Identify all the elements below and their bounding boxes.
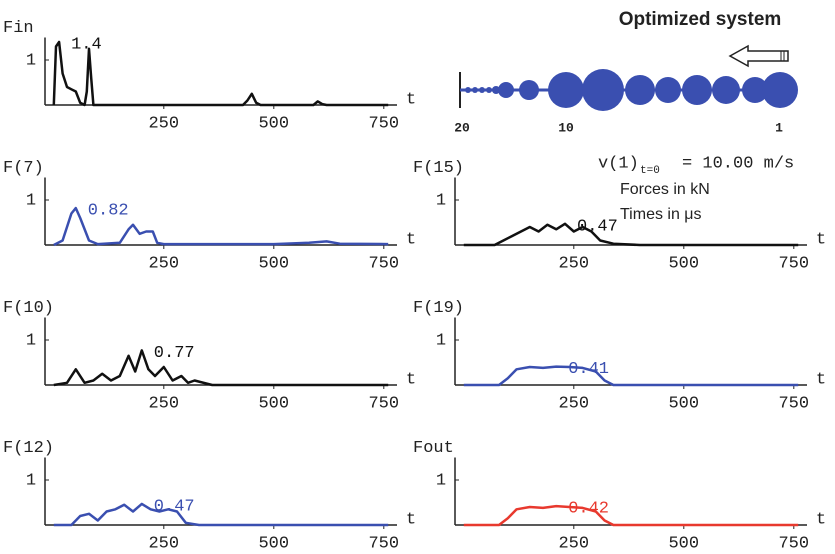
peak-annotation: 0.47 <box>577 217 618 236</box>
y-tick-label: 1 <box>26 191 36 210</box>
balls <box>465 69 798 111</box>
x-tick-label: 750 <box>368 394 399 413</box>
force-curve <box>53 206 389 247</box>
x-tick-label: 750 <box>778 534 809 553</box>
velocity: v(1) <box>598 154 639 173</box>
x-tick-label: 750 <box>778 394 809 413</box>
ball-label: 20 <box>454 120 470 135</box>
arrow <box>728 44 789 68</box>
x-tick-label: 500 <box>258 254 289 273</box>
system-diagram: Optimized system 20 10 1 <box>454 9 798 135</box>
peak-annotation: 1.4 <box>71 35 102 54</box>
x-tick-label: 750 <box>368 254 399 273</box>
x-tick-label: 750 <box>778 254 809 273</box>
x-tick-label: 500 <box>668 254 699 273</box>
x-tick-label: 250 <box>148 114 179 133</box>
times-unit: Times in μs <box>620 206 702 223</box>
force-curve <box>52 40 389 107</box>
peak-annotation: 0.82 <box>88 202 129 221</box>
y-tick-label: 1 <box>436 191 446 210</box>
x-tick-label: 750 <box>368 534 399 553</box>
x-axis-label: t <box>406 230 416 249</box>
x-axis-label: t <box>816 230 826 249</box>
x-tick-label: 500 <box>258 114 289 133</box>
peak-annotation: 0.41 <box>568 360 609 379</box>
peak-annotation: 0.42 <box>568 500 609 519</box>
force-curve <box>463 504 799 527</box>
ball-label: 1 <box>775 120 783 135</box>
y-tick-label: 1 <box>26 331 36 350</box>
x-tick-label: 250 <box>148 534 179 553</box>
ball-label: 10 <box>558 120 574 135</box>
velocity-subscript: t=0 <box>640 165 660 177</box>
velocity-value: = 10.00 m/s <box>682 154 794 173</box>
x-axis-label: t <box>406 510 416 529</box>
x-tick-label: 750 <box>368 114 399 133</box>
y-tick-label: 1 <box>436 331 446 350</box>
arrow-tail <box>780 51 785 61</box>
x-tick-label: 500 <box>258 534 289 553</box>
y-tick-label: 1 <box>436 471 446 490</box>
x-tick-label: 250 <box>558 254 589 273</box>
x-tick-label: 250 <box>558 534 589 553</box>
force-curve <box>53 349 389 387</box>
peak-annotation: 0.77 <box>154 344 195 363</box>
x-axis-label: t <box>816 370 826 389</box>
panel-title: Fin <box>3 19 34 38</box>
forces-unit: Forces in kN <box>620 181 710 198</box>
force-curve <box>463 365 799 387</box>
x-tick-label: 250 <box>558 394 589 413</box>
x-axis-label: t <box>406 90 416 109</box>
peak-annotation: 0.47 <box>154 497 195 516</box>
x-tick-label: 500 <box>668 534 699 553</box>
panel-title: Fout <box>413 439 454 458</box>
system-title: Optimized system <box>619 9 782 30</box>
panel-title: F(7) <box>3 159 44 178</box>
panel-title: F(15) <box>413 159 464 178</box>
y-tick-label: 1 <box>26 51 36 70</box>
notes: v(1) t=0 = 10.00 m/s Forces in kN Times … <box>598 154 794 223</box>
x-axis-label: t <box>816 510 826 529</box>
x-tick-label: 250 <box>148 394 179 413</box>
force-curve <box>463 222 799 247</box>
y-tick-label: 1 <box>26 471 36 490</box>
x-tick-label: 500 <box>668 394 699 413</box>
x-tick-label: 500 <box>258 394 289 413</box>
panel-title: F(19) <box>413 299 464 318</box>
panel-title: F(10) <box>3 299 54 318</box>
force-curve <box>53 502 389 527</box>
x-tick-label: 250 <box>148 254 179 273</box>
x-axis-label: t <box>406 370 416 389</box>
panel-title: F(12) <box>3 439 54 458</box>
